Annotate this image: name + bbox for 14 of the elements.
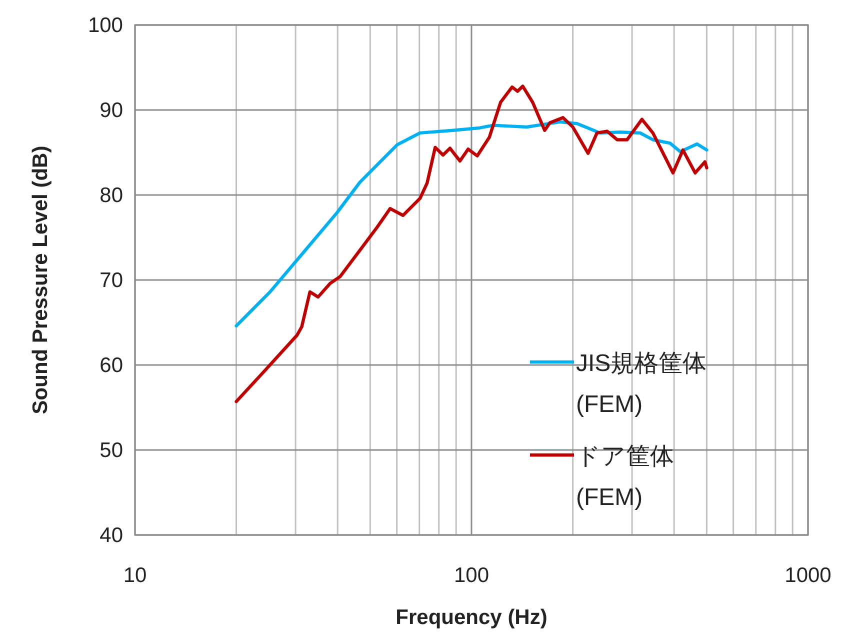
x-axis-title: Frequency (Hz) (396, 606, 548, 629)
y-tick-label: 90 (100, 99, 123, 122)
y-tick-label: 100 (88, 14, 123, 37)
x-tick-label: 100 (454, 564, 490, 587)
y-axis-title: Sound Pressure Level (dB) (29, 146, 52, 414)
x-tick-label: 10 (123, 564, 147, 587)
legend-label: JIS規格筐体 (FEM) (576, 350, 707, 418)
y-tick-label: 70 (100, 269, 123, 292)
legend-label: ドア筐体 (FEM) (576, 443, 674, 511)
y-tick-label: 60 (100, 354, 123, 377)
y-tick-label: 50 (100, 439, 123, 462)
y-tick-label: 80 (100, 184, 123, 207)
y-tick-label: 40 (100, 524, 123, 547)
x-tick-label: 1000 (784, 564, 832, 587)
